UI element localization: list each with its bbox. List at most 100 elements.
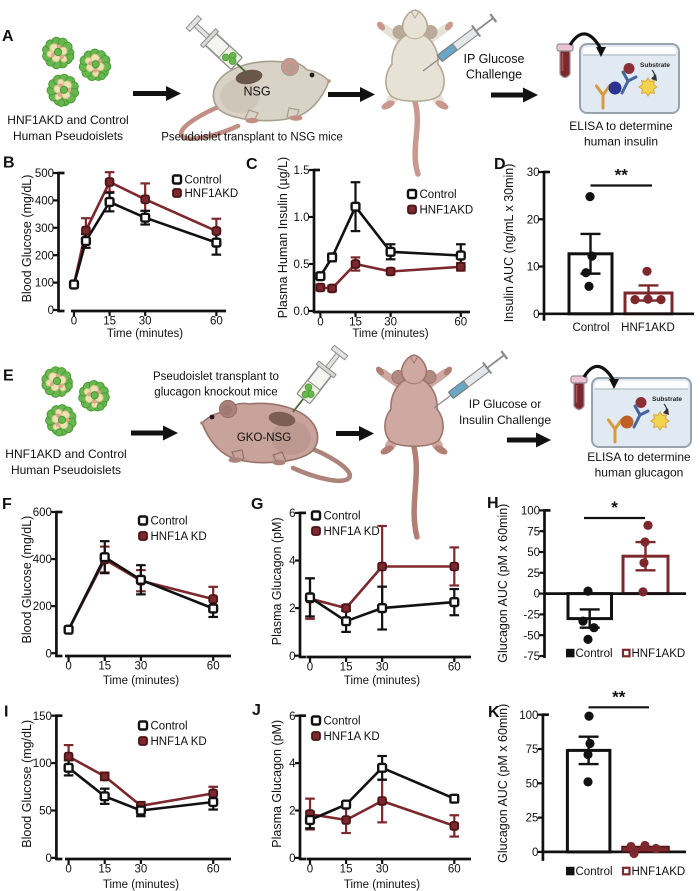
svg-text:4: 4 <box>289 758 296 770</box>
svg-text:Time (minutes): Time (minutes) <box>352 328 428 340</box>
svg-text:HNF1A KD: HNF1A KD <box>151 736 207 748</box>
svg-text:100: 100 <box>35 278 54 290</box>
svg-text:0.0: 0.0 <box>294 306 310 318</box>
svg-text:glucagon knockout mice: glucagon knockout mice <box>154 387 277 399</box>
svg-text:IP Glucose: IP Glucose <box>464 52 525 66</box>
svg-text:20: 20 <box>527 214 540 226</box>
svg-text:F: F <box>2 496 12 513</box>
svg-text:human glucagon: human glucagon <box>595 466 684 480</box>
svg-text:25: 25 <box>527 568 540 580</box>
svg-text:HNF1AKD: HNF1AKD <box>185 188 239 200</box>
svg-text:200: 200 <box>33 601 52 613</box>
svg-text:60: 60 <box>448 662 461 674</box>
svg-text:E: E <box>3 368 14 385</box>
svg-text:Blood Glucose (mg/dL): Blood Glucose (mg/dL) <box>20 516 34 644</box>
svg-text:30: 30 <box>135 661 148 673</box>
svg-text:25: 25 <box>526 813 539 825</box>
svg-text:ELISA to determine: ELISA to determine <box>569 119 673 133</box>
svg-text:J: J <box>252 702 261 719</box>
svg-text:15: 15 <box>340 864 353 876</box>
svg-text:C: C <box>246 156 258 173</box>
svg-text:0: 0 <box>48 305 54 317</box>
svg-text:50: 50 <box>526 778 539 790</box>
svg-text:6: 6 <box>289 508 295 520</box>
svg-text:15: 15 <box>103 316 116 328</box>
svg-text:HNF1AKD and Control: HNF1AKD and Control <box>5 447 126 461</box>
svg-text:60: 60 <box>207 864 220 876</box>
svg-text:2: 2 <box>289 806 295 818</box>
svg-text:0: 0 <box>71 316 77 328</box>
svg-text:HNF1AKD and Control: HNF1AKD and Control <box>7 113 128 127</box>
svg-text:HNF1A KD: HNF1A KD <box>324 731 380 743</box>
svg-text:Control: Control <box>324 511 361 523</box>
svg-text:0: 0 <box>307 662 313 674</box>
svg-text:**: ** <box>612 687 626 706</box>
svg-text:0: 0 <box>65 661 71 673</box>
svg-text:400: 400 <box>33 554 52 566</box>
svg-text:50: 50 <box>39 806 52 818</box>
svg-text:Plasma Glucagon (pM): Plasma Glucagon (pM) <box>270 720 284 848</box>
svg-text:200: 200 <box>35 250 54 262</box>
svg-text:60: 60 <box>210 316 223 328</box>
svg-text:Human Pseudoislets: Human Pseudoislets <box>11 463 121 477</box>
svg-text:Time (minutes): Time (minutes) <box>103 879 179 891</box>
svg-text:Insulin AUC (ng/mL x 30min): Insulin AUC (ng/mL x 30min) <box>502 164 516 323</box>
svg-text:Glucagon AUC (pM x 60min): Glucagon AUC (pM x 60min) <box>496 704 510 863</box>
svg-text:50: 50 <box>527 547 540 559</box>
svg-text:Human Pseudoislets: Human Pseudoislets <box>13 129 123 143</box>
svg-text:30: 30 <box>384 317 397 329</box>
svg-text:Glucagon AUC (pM x 60min): Glucagon AUC (pM x 60min) <box>496 504 510 663</box>
svg-text:Control: Control <box>185 175 222 187</box>
svg-text:75: 75 <box>527 526 540 538</box>
svg-text:K: K <box>488 704 500 721</box>
svg-text:300: 300 <box>35 223 54 235</box>
svg-text:Control: Control <box>420 189 457 201</box>
svg-text:HNF1AKD: HNF1AKD <box>420 205 474 217</box>
svg-text:75: 75 <box>526 744 539 756</box>
svg-text:30: 30 <box>135 864 148 876</box>
svg-text:Control: Control <box>576 648 613 660</box>
svg-text:0: 0 <box>534 589 540 601</box>
svg-text:Control: Control <box>576 866 613 878</box>
svg-text:Time (minutes): Time (minutes) <box>344 879 420 891</box>
svg-text:Pseudoislet transplant to NSG: Pseudoislet transplant to NSG mice <box>161 132 343 144</box>
svg-text:0: 0 <box>307 864 313 876</box>
svg-text:Blood Glucose (mg/dL): Blood Glucose (mg/dL) <box>20 720 34 848</box>
svg-text:1.0: 1.0 <box>294 212 310 224</box>
svg-text:B: B <box>3 155 15 172</box>
svg-text:1.5: 1.5 <box>294 165 310 177</box>
svg-text:400: 400 <box>35 196 54 208</box>
svg-text:0: 0 <box>45 648 51 660</box>
svg-text:100: 100 <box>521 506 540 518</box>
svg-text:0.5: 0.5 <box>294 259 310 271</box>
svg-text:100: 100 <box>519 710 538 722</box>
svg-text:2: 2 <box>289 603 295 615</box>
svg-text:Time (minutes): Time (minutes) <box>103 675 179 687</box>
svg-text:HNF1AKD: HNF1AKD <box>632 866 686 878</box>
svg-text:60: 60 <box>454 317 467 329</box>
svg-text:150: 150 <box>33 711 52 723</box>
svg-text:D: D <box>494 156 506 173</box>
svg-text:H: H <box>487 495 499 512</box>
svg-text:**: ** <box>615 166 629 185</box>
svg-text:0: 0 <box>533 309 539 321</box>
svg-text:GKO-NSG: GKO-NSG <box>237 432 291 444</box>
svg-text:A: A <box>2 28 14 45</box>
svg-text:60: 60 <box>448 864 461 876</box>
svg-text:15: 15 <box>98 661 111 673</box>
svg-text:I: I <box>4 704 8 721</box>
svg-text:Challenge: Challenge <box>466 68 522 82</box>
svg-text:Control: Control <box>151 516 188 528</box>
svg-text:0: 0 <box>65 864 71 876</box>
svg-text:Blood Glucose (mg/dL): Blood Glucose (mg/dL) <box>20 175 34 303</box>
svg-text:HNF1A KD: HNF1A KD <box>324 526 380 538</box>
svg-text:15: 15 <box>98 864 111 876</box>
svg-text:HNF1A KD: HNF1A KD <box>151 531 207 543</box>
svg-text:Time (minutes): Time (minutes) <box>107 328 183 340</box>
svg-text:-75: -75 <box>523 651 540 663</box>
svg-text:100: 100 <box>33 758 52 770</box>
svg-text:0: 0 <box>289 651 295 663</box>
svg-text:0: 0 <box>532 847 538 859</box>
svg-text:15: 15 <box>349 317 362 329</box>
svg-text:0: 0 <box>289 853 295 865</box>
